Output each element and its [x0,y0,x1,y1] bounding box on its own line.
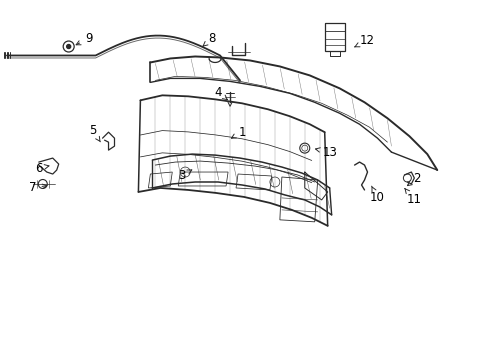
Text: 11: 11 [404,188,421,206]
Text: 4: 4 [214,86,227,100]
Text: 8: 8 [203,32,215,46]
Text: 2: 2 [407,171,420,186]
Text: 12: 12 [354,34,374,47]
Text: 1: 1 [231,126,245,139]
Text: 10: 10 [369,186,384,204]
Text: 7: 7 [29,181,47,194]
Circle shape [66,45,71,49]
Text: 13: 13 [315,145,336,159]
Text: 6: 6 [35,162,49,175]
Text: 5: 5 [89,124,100,142]
Text: 9: 9 [76,32,92,45]
Text: 3: 3 [178,168,191,181]
